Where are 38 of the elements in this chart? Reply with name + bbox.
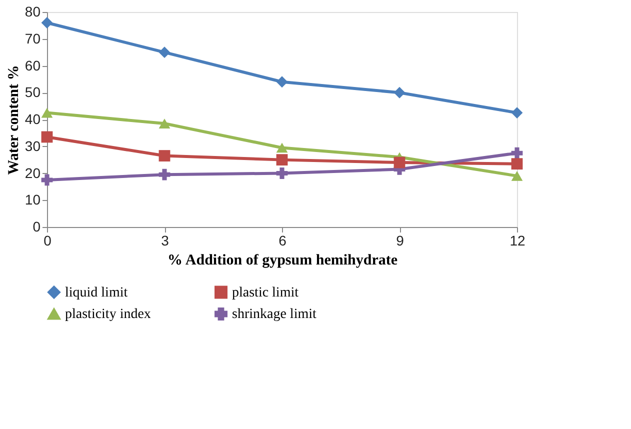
legend-label: liquid limit xyxy=(65,285,128,300)
point xyxy=(41,108,53,118)
point xyxy=(511,147,523,159)
x-axis-title: % Addition of gypsum hemihydrate xyxy=(167,252,398,268)
x-tick-label: 6 xyxy=(278,232,287,248)
point xyxy=(41,17,53,28)
y-tick-label: 30 xyxy=(24,138,41,154)
y-tick-label: 10 xyxy=(24,192,41,208)
x-tick-label: 3 xyxy=(161,232,170,248)
x-tick-label: 12 xyxy=(510,232,526,248)
legend-label: plastic limit xyxy=(232,285,299,300)
point xyxy=(276,76,288,88)
y-tick-label: 40 xyxy=(24,111,41,127)
y-tick-label: 60 xyxy=(24,57,41,74)
point xyxy=(158,46,170,58)
point xyxy=(276,142,288,153)
point xyxy=(41,174,53,186)
y-tick-label: 50 xyxy=(24,84,41,100)
y-axis-title: Water content % xyxy=(6,65,22,175)
point xyxy=(394,156,406,168)
point xyxy=(394,86,406,98)
x-tick-label: 9 xyxy=(396,232,404,248)
legend-label: shrinkage limit xyxy=(232,307,316,322)
y-tick-label: 80 xyxy=(24,4,41,20)
y-tick-label: 0 xyxy=(32,218,41,234)
point xyxy=(511,158,523,170)
point xyxy=(158,118,170,128)
y-tick-label: 70 xyxy=(24,30,41,46)
y-tick-label: 20 xyxy=(24,164,41,181)
legend-label: plasticity index xyxy=(65,307,151,322)
point xyxy=(511,171,523,181)
point xyxy=(158,150,170,162)
point xyxy=(511,107,523,118)
x-tick-label: 0 xyxy=(44,232,52,248)
point xyxy=(276,154,288,166)
point xyxy=(41,131,53,143)
point xyxy=(276,168,288,179)
point xyxy=(158,168,170,180)
